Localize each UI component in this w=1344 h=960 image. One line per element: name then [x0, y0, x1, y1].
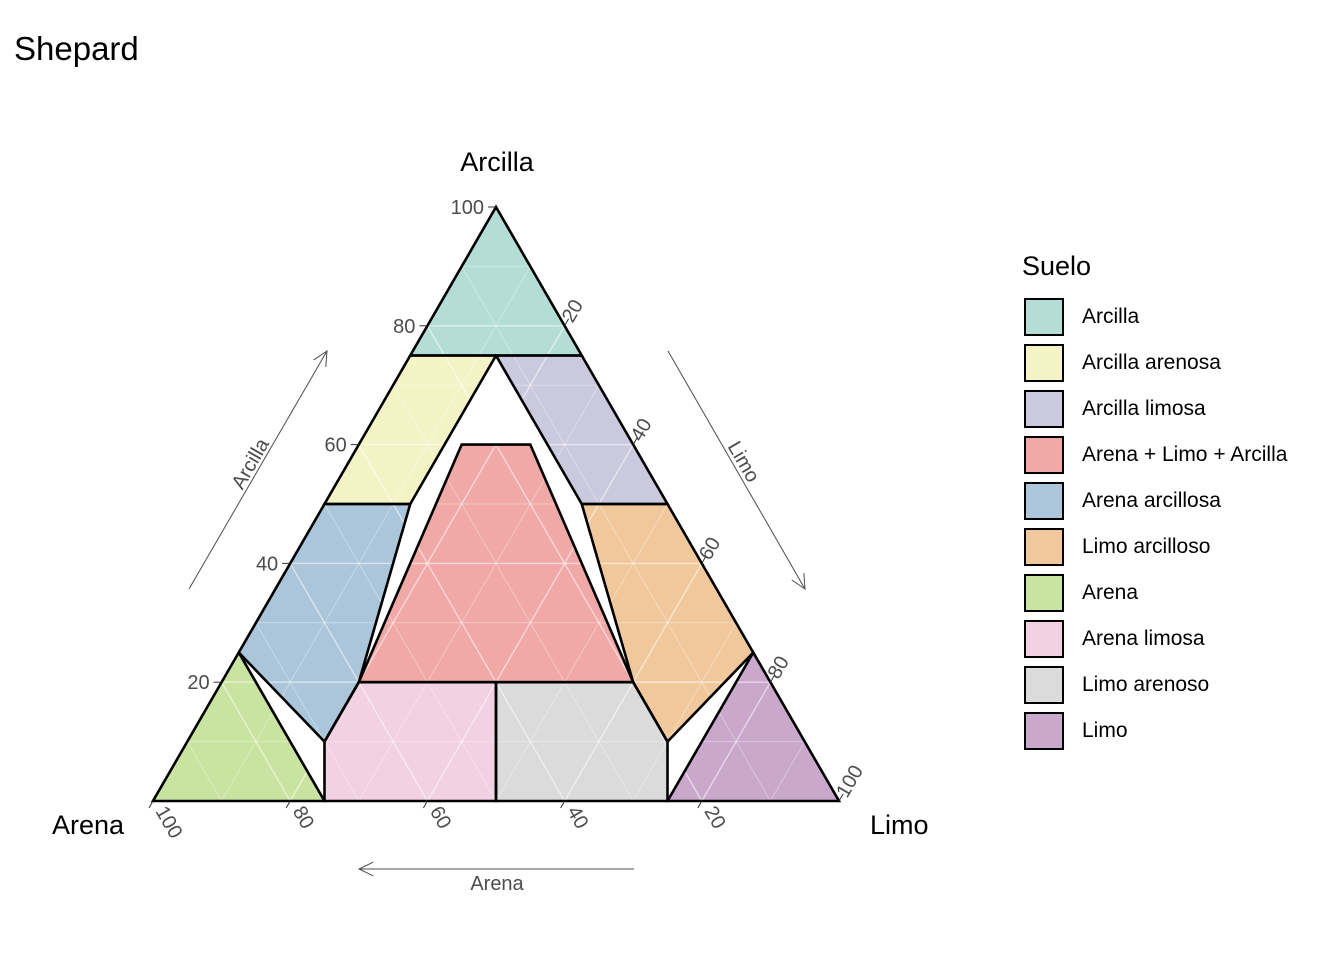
- grid-silt-50: [495, 503, 668, 802]
- axis-label-clay: Arcilla: [228, 434, 275, 493]
- legend-item: Arcilla: [1022, 294, 1287, 340]
- legend-label: Arcilla limosa: [1082, 397, 1206, 420]
- triangle-frame: [151, 205, 841, 802]
- legend-items: Arcilla Arcilla arenosa Arcilla limosa Aren…: [1022, 294, 1287, 754]
- legend-label: Limo: [1082, 719, 1128, 742]
- grid-silt-70: [632, 622, 737, 802]
- grid-silt-30: [358, 384, 600, 802]
- vertex-label-right: Limo: [870, 810, 929, 840]
- legend-swatch: [1024, 574, 1064, 612]
- legend-label: Arena + Limo + Arcilla: [1082, 443, 1288, 466]
- tick-label-clay: 40: [256, 553, 278, 575]
- vertex-label-top: Arcilla: [460, 147, 534, 177]
- tick-label-clay: 100: [451, 197, 484, 219]
- legend-item: Arena + Limo + Arcilla: [1022, 432, 1287, 478]
- tick-label-sand: 40: [562, 803, 592, 833]
- legend-swatch: [1024, 298, 1064, 336]
- legend-item: Arena limosa: [1022, 616, 1287, 662]
- legend-item: Limo: [1022, 708, 1287, 754]
- axis-label-silt: Limo: [723, 438, 764, 487]
- legend-swatch: [1024, 436, 1064, 474]
- legend-label: Arcilla: [1082, 305, 1140, 328]
- legend-item: Limo arenoso: [1022, 662, 1287, 708]
- legend-swatch: [1024, 712, 1064, 750]
- legend-swatch: [1024, 666, 1064, 704]
- tick-sand-100: [148, 800, 154, 809]
- legend-item: Arena arcillosa: [1022, 478, 1287, 524]
- tick-silt-20: [564, 318, 570, 327]
- arrow-sand-head: [357, 861, 374, 877]
- legend: Suelo Arcilla Arcilla arenosa Arcilla limo…: [1022, 250, 1287, 754]
- grid-sand-90: [186, 741, 223, 802]
- tick-label-clay: 80: [393, 316, 415, 338]
- legend-label: Arena limosa: [1082, 627, 1205, 650]
- legend-label: Limo arenoso: [1082, 673, 1210, 696]
- legend-swatch: [1024, 528, 1064, 566]
- legend-item: Arena: [1022, 570, 1287, 616]
- legend-swatch: [1024, 344, 1064, 382]
- region-limo-arenoso: [496, 682, 668, 801]
- region-arcilla-arenosa: [324, 355, 496, 504]
- grid-silt-90: [769, 741, 806, 802]
- region-arena: [153, 652, 325, 801]
- region-limo: [667, 652, 839, 801]
- legend-label: Arcilla arenosa: [1082, 351, 1221, 374]
- tick-sand-80: [285, 800, 291, 809]
- tick-label-clay: 60: [325, 435, 347, 457]
- legend-swatch: [1024, 620, 1064, 658]
- grid-sand-30: [392, 384, 634, 802]
- arrow-silt: [667, 350, 806, 590]
- tick-label-sand: 60: [425, 803, 455, 833]
- region-arena-limosa: [324, 682, 496, 801]
- frame-layer: [151, 205, 841, 802]
- legend-swatch: [1024, 390, 1064, 428]
- legend-label: Arena: [1082, 581, 1139, 604]
- legend-item: Arcilla arenosa: [1022, 340, 1287, 386]
- vertex-label-left: Arena: [52, 810, 125, 840]
- grid-silt-80: [701, 681, 772, 802]
- grid-sand-80: [220, 681, 291, 802]
- tick-sand-60: [422, 800, 428, 809]
- grid-sand-70: [255, 622, 360, 802]
- arrow-clay: [188, 350, 328, 590]
- tick-label-sand: 100: [151, 803, 187, 843]
- tick-label-clay: 20: [187, 672, 209, 694]
- legend-label: Limo arcilloso: [1082, 535, 1211, 558]
- legend-title: Suelo: [1022, 251, 1092, 281]
- tick-sand-40: [560, 800, 566, 809]
- tick-silt-100: [838, 793, 844, 802]
- region-arcilla: [410, 207, 582, 356]
- chart-title: Shepard: [14, 30, 139, 67]
- axis-label-sand: Arena: [470, 873, 524, 895]
- legend-label: Arena arcillosa: [1082, 489, 1221, 512]
- tick-silt-80: [769, 674, 775, 683]
- tick-label-sand: 80: [288, 803, 318, 833]
- tick-label-silt: 100: [832, 762, 868, 802]
- grid-sand-50: [324, 503, 497, 802]
- legend-item: Arcilla limosa: [1022, 386, 1287, 432]
- legend-item: Limo arcilloso: [1022, 524, 1287, 570]
- legend-swatch: [1024, 482, 1064, 520]
- tick-silt-60: [701, 556, 707, 564]
- arrow-clay-head: [313, 350, 328, 367]
- tick-silt-40: [632, 437, 638, 445]
- tick-sand-20: [697, 800, 703, 809]
- arrow-silt-head: [791, 573, 806, 590]
- tick-label-sand: 20: [699, 803, 729, 833]
- region-arcilla-limosa: [496, 355, 668, 504]
